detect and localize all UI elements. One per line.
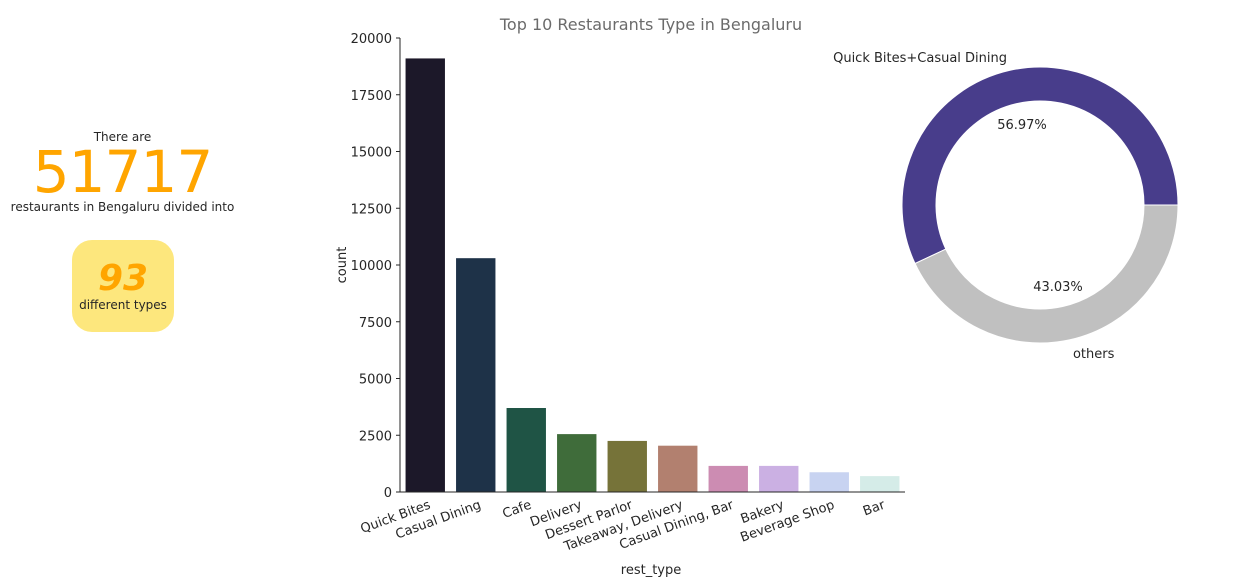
types-count: 93 <box>97 258 149 299</box>
donut-pct-label: 56.97% <box>997 118 1047 133</box>
donut-chart: 56.97% Quick Bites+Casual Dining 43.03% oth… <box>833 51 1179 362</box>
donut-slice-0 <box>901 66 1179 265</box>
y-tick-label: 20000 <box>351 32 392 47</box>
bar-9 <box>860 476 900 492</box>
y-tick-label: 0 <box>384 486 392 501</box>
summary-suffix-text: restaurants in Bengaluru divided into <box>10 200 235 214</box>
y-tick-label: 10000 <box>351 259 392 274</box>
chart-title: Top 10 Restaurants Type in Bengaluru <box>499 15 802 34</box>
bar-chart: Top 10 Restaurants Type in Bengaluru 0 25… <box>335 15 905 577</box>
bar-1 <box>456 258 496 492</box>
donut-slices <box>901 66 1179 344</box>
total-restaurants-count: 51717 <box>32 138 214 206</box>
y-tick-label: 7500 <box>359 316 392 331</box>
bar-3 <box>557 434 597 492</box>
y-axis-label: count <box>335 247 350 284</box>
x-tick-label: Bar <box>861 497 888 519</box>
bars-group <box>405 58 900 493</box>
donut-category-label: others <box>1073 347 1115 362</box>
y-tick-label: 5000 <box>359 373 392 388</box>
bar-4 <box>607 440 647 492</box>
bar-2 <box>506 408 546 492</box>
y-axis: 0 2500 5000 7500 10000 12500 15000 17500 20000 <box>351 32 400 501</box>
bar-8 <box>809 472 849 492</box>
y-tick-label: 17500 <box>351 89 392 104</box>
y-tick-label: 15000 <box>351 146 392 161</box>
summary-panel: There are 51717 restaurants in Bengaluru… <box>0 130 245 332</box>
bar-6 <box>708 465 748 492</box>
donut-category-label: Quick Bites+Casual Dining <box>833 51 1007 66</box>
x-axis-label: rest_type <box>621 563 681 577</box>
bar-0 <box>405 58 445 493</box>
types-label: different types <box>79 298 167 312</box>
donut-pct-label: 43.03% <box>1033 280 1083 295</box>
summary-prefix-text: There are <box>93 130 152 144</box>
donut-labels: 56.97% Quick Bites+Casual Dining 43.03% oth… <box>833 51 1115 362</box>
types-badge: 93 different types <box>72 240 174 332</box>
bar-7 <box>759 465 799 492</box>
y-tick-label: 12500 <box>351 202 392 217</box>
y-tick-label: 2500 <box>359 429 392 444</box>
donut-slice-1 <box>914 204 1179 344</box>
bar-5 <box>658 445 698 492</box>
